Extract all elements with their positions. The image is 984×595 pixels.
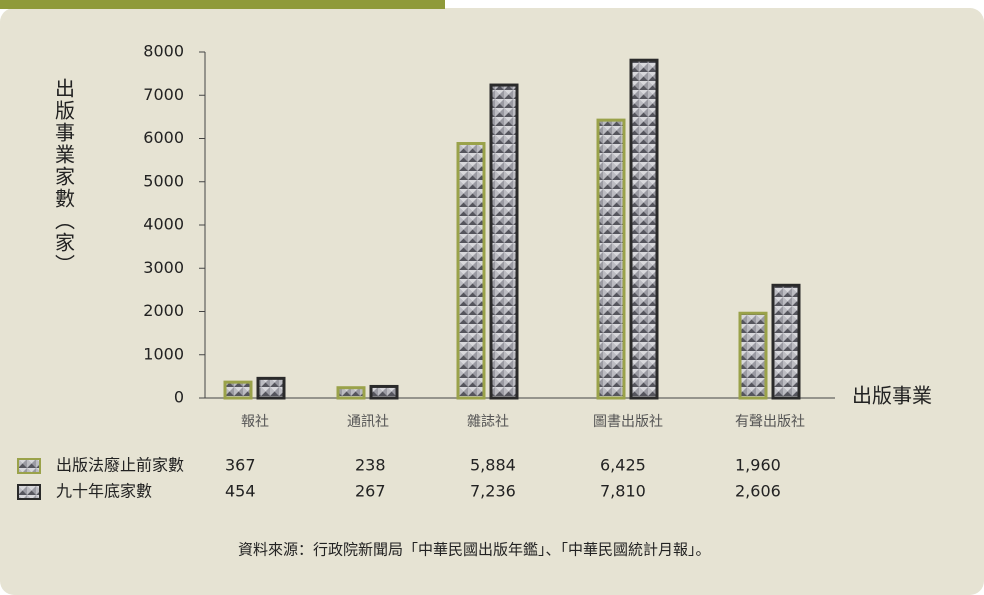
- bar: [369, 384, 399, 400]
- table-value: 267: [355, 482, 386, 501]
- bar: [336, 386, 366, 400]
- bar: [456, 142, 486, 400]
- x-tick-label: 通訊社: [347, 414, 389, 430]
- bar: [738, 311, 768, 400]
- table-value: 5,884: [470, 456, 516, 475]
- bar: [256, 376, 286, 400]
- y-tick-label: 4000: [143, 215, 184, 234]
- legend-label: 出版法廢止前家數: [56, 456, 184, 475]
- bar: [596, 118, 626, 400]
- header-bar: [0, 0, 445, 9]
- bar: [489, 83, 519, 400]
- y-tick-label: 0: [174, 388, 184, 407]
- table-value: 7,810: [600, 482, 646, 501]
- legend-swatch: [17, 484, 41, 500]
- y-tick-label: 3000: [143, 258, 184, 277]
- x-axis-label: 出版事業: [852, 384, 932, 408]
- x-tick-label: 雜誌社: [467, 414, 509, 430]
- legend-swatch: [17, 458, 41, 474]
- y-tick-label: 6000: [143, 128, 184, 147]
- y-tick-label: 5000: [143, 171, 184, 190]
- table-value: 6,425: [600, 456, 646, 475]
- bar: [223, 380, 253, 400]
- bar: [771, 283, 801, 400]
- y-axis-label: 出版事業家數（家）: [52, 78, 76, 276]
- y-tick-label: 8000: [143, 42, 184, 61]
- y-tick-label: 7000: [143, 85, 184, 104]
- source-note: 資料來源：行政院新聞局「中華民國出版年鑑」、「中華民國統計月報」。: [238, 541, 711, 559]
- x-tick-label: 有聲出版社: [735, 413, 805, 430]
- table-value: 238: [355, 456, 386, 475]
- table-value: 1,960: [735, 456, 781, 475]
- x-tick-label: 報社: [241, 414, 269, 430]
- x-tick-label: 圖書出版社: [593, 414, 663, 430]
- table-value: 2,606: [735, 482, 781, 501]
- legend-label: 九十年底家數: [56, 482, 152, 501]
- table-value: 7,236: [470, 482, 516, 501]
- y-tick-label: 1000: [143, 344, 184, 363]
- y-tick-label: 2000: [143, 301, 184, 320]
- table-value: 367: [225, 456, 256, 475]
- table-value: 454: [225, 482, 256, 501]
- bar: [629, 58, 659, 400]
